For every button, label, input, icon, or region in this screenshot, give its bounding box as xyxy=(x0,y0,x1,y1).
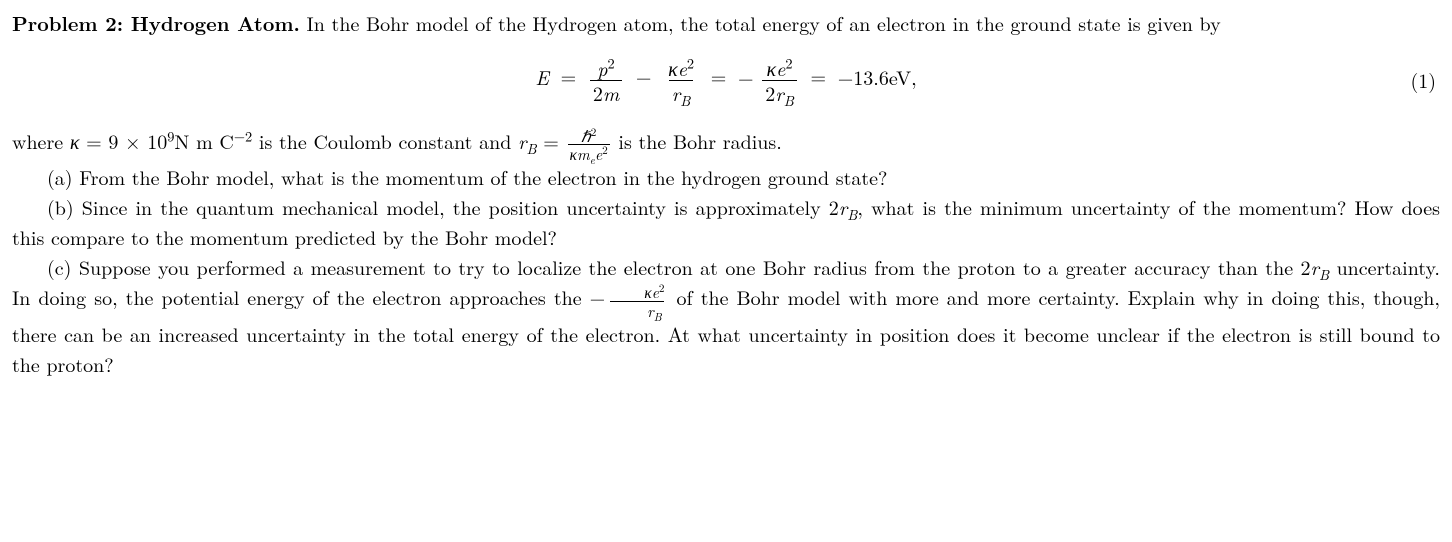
where-line: where κ = 9 × 109N m C−2 is the Coulomb … xyxy=(12,126,1440,162)
op-eq3: = xyxy=(811,61,827,90)
intro-text: In the Bohr model of the Hydrogen atom, … xyxy=(307,8,1221,37)
equation-number: (1) xyxy=(1410,65,1436,95)
var-E: E xyxy=(535,61,549,90)
equation-body: E = p2 2m − κe2 rB = − κe2 2rB = −13.6eV… xyxy=(535,57,916,104)
frac-ke2-2rB: κe2 2rB xyxy=(762,57,797,104)
op-minus1: − xyxy=(636,61,652,90)
part-a: (a) From the Bohr model, what is the mom… xyxy=(12,162,1440,192)
frac-bohr-radius: ℏ2κmee2 xyxy=(568,127,610,162)
problem-label: Problem 2: Hydrogen Atom. xyxy=(12,8,300,37)
frac-ke2-rB: κe2 rB xyxy=(665,57,697,104)
part-c: (c) Suppose you performed a measurement … xyxy=(12,252,1440,378)
equation-1: E = p2 2m − κe2 rB = − κe2 2rB = −13.6eV… xyxy=(12,52,1440,108)
op-neg: − xyxy=(738,61,754,90)
frac-p2-2m: p2 2m xyxy=(590,57,622,104)
frac-ke2-rB-inline: κe2rB xyxy=(607,283,666,318)
part-b: (b) Since in the quantum mechanical mode… xyxy=(12,192,1440,252)
energy-value: −13.6eV xyxy=(838,61,911,90)
intro-paragraph: Problem 2: Hydrogen Atom. In the Bohr mo… xyxy=(12,8,1440,38)
op-eq1: = xyxy=(561,61,577,90)
op-eq2: = xyxy=(711,61,727,90)
